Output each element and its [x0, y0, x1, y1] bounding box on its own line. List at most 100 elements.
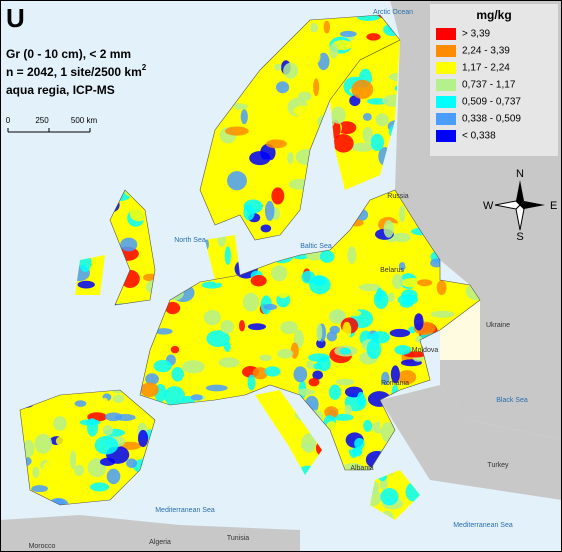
field-patch	[347, 310, 362, 317]
field-patch	[312, 275, 327, 287]
field-patch	[383, 220, 394, 238]
field-patch	[145, 373, 159, 385]
field-patch	[354, 438, 365, 450]
field-patch	[287, 152, 294, 164]
field-patch	[366, 339, 382, 359]
field-patch	[376, 253, 383, 262]
field-patch	[104, 412, 123, 422]
field-patch	[182, 360, 205, 374]
field-patch	[340, 302, 355, 309]
field-patch	[229, 155, 253, 170]
field-patch	[277, 288, 289, 299]
legend-swatch	[436, 96, 456, 108]
field-patch	[362, 113, 372, 121]
field-patch	[417, 283, 441, 300]
africa-land	[0, 515, 300, 552]
field-patch	[370, 133, 384, 152]
legend-label: 1,17 - 2,24	[462, 63, 510, 74]
field-patch	[364, 265, 375, 276]
field-patch	[243, 204, 255, 221]
compass-e: E	[550, 200, 557, 212]
field-patch	[319, 250, 335, 263]
legend-label: > 3,39	[462, 29, 491, 40]
field-patch	[388, 292, 395, 303]
field-patch	[344, 404, 352, 416]
field-patch	[339, 347, 351, 355]
field-patch	[250, 275, 267, 287]
field-patch	[306, 360, 314, 369]
field-patch	[329, 325, 340, 335]
field-patch	[263, 303, 278, 310]
field-patch	[347, 232, 357, 240]
field-patch	[394, 344, 412, 355]
field-patch	[310, 22, 319, 33]
field-patch	[238, 320, 245, 332]
field-patch	[317, 52, 330, 71]
field-patch	[336, 121, 357, 135]
map-label: Algeria	[149, 539, 171, 546]
legend-swatch	[436, 62, 456, 74]
scale-label: 0	[6, 116, 11, 125]
field-patch	[277, 348, 294, 359]
field-patch	[398, 261, 406, 271]
field-patch	[32, 466, 40, 479]
field-patch	[293, 105, 317, 117]
field-patch	[55, 436, 65, 446]
field-patch	[280, 118, 288, 132]
field-patch	[300, 443, 315, 450]
map-label: Black Sea	[496, 397, 528, 404]
field-patch	[430, 310, 455, 318]
field-patch	[99, 457, 116, 466]
legend-label: < 0,338	[462, 131, 496, 142]
map-label: Baltic Sea	[300, 243, 332, 250]
field-patch	[436, 280, 447, 296]
field-patch	[100, 397, 109, 411]
field-patch	[34, 433, 53, 454]
field-patch	[380, 488, 399, 506]
field-patch	[393, 232, 411, 243]
field-patch	[400, 278, 425, 288]
field-patch	[102, 424, 113, 436]
field-patch	[129, 205, 148, 222]
field-patch	[399, 300, 414, 308]
field-patch	[126, 458, 138, 469]
field-patch	[77, 280, 95, 289]
field-patch	[227, 171, 247, 191]
field-patch	[275, 81, 290, 94]
field-patch	[265, 139, 287, 149]
map-label: Russia	[387, 193, 409, 200]
field-patch	[283, 62, 299, 79]
legend-swatch	[436, 28, 456, 40]
field-patch	[87, 418, 98, 437]
subtitle-2: n = 2042, 1 site/2500 km2	[6, 63, 147, 79]
field-patch	[247, 374, 256, 391]
field-patch	[392, 273, 404, 290]
field-patch	[213, 271, 222, 284]
field-patch	[89, 482, 110, 492]
field-patch	[240, 109, 248, 125]
legend-title: mg/kg	[476, 8, 511, 22]
field-patch	[333, 134, 354, 153]
field-patch	[264, 200, 275, 221]
map-label: Romania	[381, 380, 409, 387]
compass-n: N	[516, 168, 524, 180]
field-patch	[342, 321, 352, 339]
map-label: North Sea	[174, 237, 206, 244]
superscript: 2	[142, 63, 147, 72]
field-patch	[390, 365, 400, 384]
field-patch	[294, 388, 316, 396]
field-patch	[271, 265, 288, 282]
field-patch	[260, 224, 272, 233]
field-patch	[358, 283, 382, 292]
field-patch	[331, 309, 345, 321]
legend-swatch	[436, 79, 456, 91]
field-patch	[316, 323, 323, 342]
field-patch	[220, 319, 234, 334]
field-patch	[313, 78, 320, 97]
field-patch	[362, 126, 374, 143]
subtitle-3: aqua regia, ICP-MS	[6, 83, 115, 97]
element-title: U	[6, 3, 25, 33]
map-label: Albania	[350, 465, 373, 472]
